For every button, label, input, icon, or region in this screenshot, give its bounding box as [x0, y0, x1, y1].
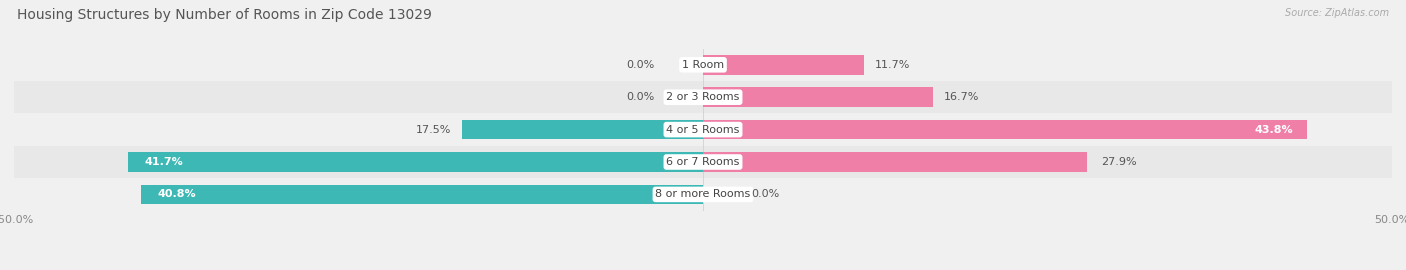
Bar	[128, 152, 703, 172]
Text: 27.9%: 27.9%	[1101, 157, 1137, 167]
Text: 1 Room: 1 Room	[682, 60, 724, 70]
Bar	[14, 178, 1392, 211]
Text: 11.7%: 11.7%	[875, 60, 911, 70]
Bar	[14, 49, 1392, 81]
Bar	[703, 55, 865, 75]
Bar	[461, 120, 703, 139]
Text: 8 or more Rooms: 8 or more Rooms	[655, 189, 751, 200]
Text: 0.0%: 0.0%	[751, 189, 779, 200]
Text: Source: ZipAtlas.com: Source: ZipAtlas.com	[1285, 8, 1389, 18]
Bar	[703, 152, 1087, 172]
Text: 16.7%: 16.7%	[945, 92, 980, 102]
Text: 40.8%: 40.8%	[157, 189, 195, 200]
Bar	[14, 113, 1392, 146]
Bar	[141, 185, 703, 204]
Text: 41.7%: 41.7%	[145, 157, 184, 167]
Bar	[703, 87, 934, 107]
Bar	[703, 120, 1306, 139]
Text: 0.0%: 0.0%	[627, 92, 655, 102]
Text: 17.5%: 17.5%	[415, 124, 451, 135]
Text: 0.0%: 0.0%	[627, 60, 655, 70]
Text: 2 or 3 Rooms: 2 or 3 Rooms	[666, 92, 740, 102]
Text: Housing Structures by Number of Rooms in Zip Code 13029: Housing Structures by Number of Rooms in…	[17, 8, 432, 22]
Text: 6 or 7 Rooms: 6 or 7 Rooms	[666, 157, 740, 167]
Text: 43.8%: 43.8%	[1254, 124, 1292, 135]
Bar	[14, 81, 1392, 113]
Bar	[14, 146, 1392, 178]
Text: 4 or 5 Rooms: 4 or 5 Rooms	[666, 124, 740, 135]
